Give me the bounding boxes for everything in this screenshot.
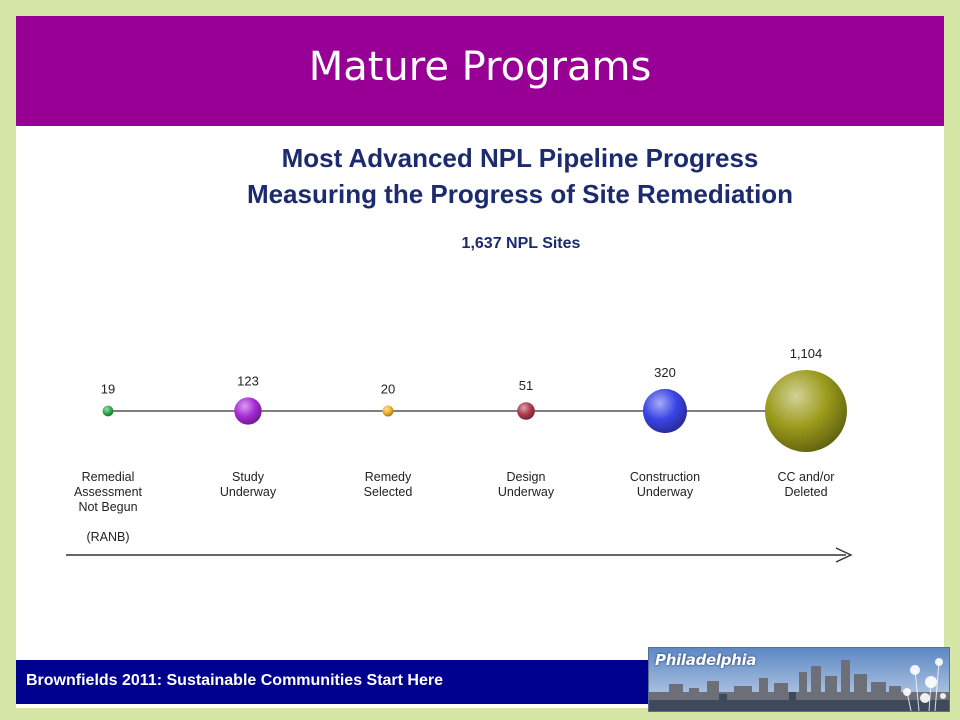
stage-value-label: 19 [101,382,115,397]
title-bar: Mature Programs [16,16,944,126]
slide-title: Mature Programs [308,44,652,90]
stage-bubble [382,405,394,417]
stage-bubble [765,370,847,452]
stage-label: Underway [498,485,555,499]
stage-label: Study [232,470,265,484]
philadelphia-logo-banner: Philadelphia [648,647,950,712]
city-skyline-image [649,648,949,711]
chart-title: Most Advanced NPL Pipeline Progress [282,143,759,173]
stage-label: CC and/or [778,470,835,484]
stage-value-label: 20 [381,381,395,396]
stage-abbreviation-label: (RANB) [86,530,129,544]
stage-value-label: 320 [654,365,676,380]
chart-subtitle: Measuring the Progress of Site Remediati… [247,179,793,209]
stage-bubble [234,397,262,425]
progress-arrow-head [835,547,853,563]
footer-text: Brownfields 2011: Sustainable Communitie… [26,672,444,689]
stage-label: Not Begun [78,500,137,514]
stage-value-label: 123 [237,373,259,388]
total-sites-label: 1,637 NPL Sites [462,235,581,252]
stage-bubble [517,402,535,420]
stage-bubble [102,405,114,417]
stage-label: Deleted [784,485,827,499]
stage-label: Remedy [365,470,412,484]
stage-label: Underway [637,485,694,499]
stage-label: Design [507,470,546,484]
stage-label: Underway [220,485,277,499]
stage-value-label: 1,104 [790,346,823,361]
stage-value-label: 51 [519,378,533,393]
stage-label: Remedial [82,470,135,484]
stage-label: Assessment [74,485,143,499]
stage-label: Construction [630,470,700,484]
stage-bubble [642,388,688,434]
stage-label: Selected [364,485,413,499]
logo-text: Philadelphia [655,651,757,669]
slide: Mature Programs [16,16,944,708]
